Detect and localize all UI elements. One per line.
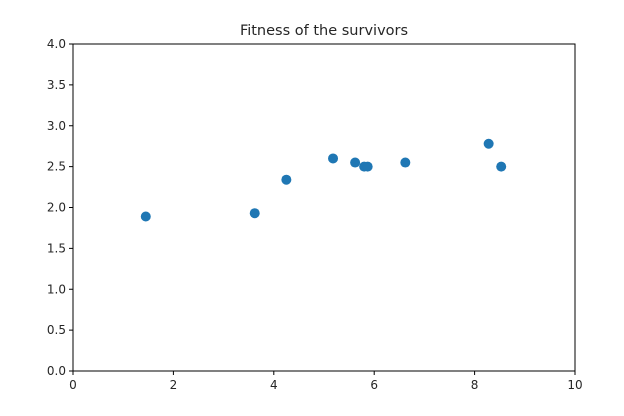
y-tick-label: 4.0 <box>47 37 66 51</box>
data-point <box>328 153 339 164</box>
x-tick-label: 2 <box>170 378 178 392</box>
x-tick-label: 10 <box>567 378 582 392</box>
y-tick-label: 2.5 <box>47 160 66 174</box>
y-tick-label: 2.0 <box>47 201 66 215</box>
data-point <box>400 157 411 168</box>
plot-frame <box>72 43 576 372</box>
data-point <box>483 138 494 149</box>
x-tick-label: 4 <box>270 378 278 392</box>
data-point <box>281 174 292 185</box>
data-point <box>249 208 260 219</box>
x-tick-label: 0 <box>69 378 77 392</box>
y-tick-label: 0.0 <box>47 364 66 378</box>
data-point <box>350 157 361 168</box>
y-tick-label: 1.0 <box>47 282 66 296</box>
data-point <box>496 161 507 172</box>
chart-title: Fitness of the survivors <box>240 23 408 39</box>
y-tick-label: 1.5 <box>47 241 66 255</box>
y-tick-label: 3.0 <box>47 119 66 133</box>
data-point <box>362 161 373 172</box>
y-axis: 0.0 0.5 1.0 1.5 2.0 2.5 3.0 3.5 4.0 <box>47 37 73 378</box>
data-points <box>140 138 507 222</box>
x-tick-label: 8 <box>471 378 479 392</box>
data-point <box>140 211 151 222</box>
x-tick-label: 6 <box>370 378 378 392</box>
y-tick-label: 0.5 <box>47 323 66 337</box>
y-tick-label: 3.5 <box>47 78 66 92</box>
x-axis: 0 2 4 6 8 10 <box>69 371 583 392</box>
